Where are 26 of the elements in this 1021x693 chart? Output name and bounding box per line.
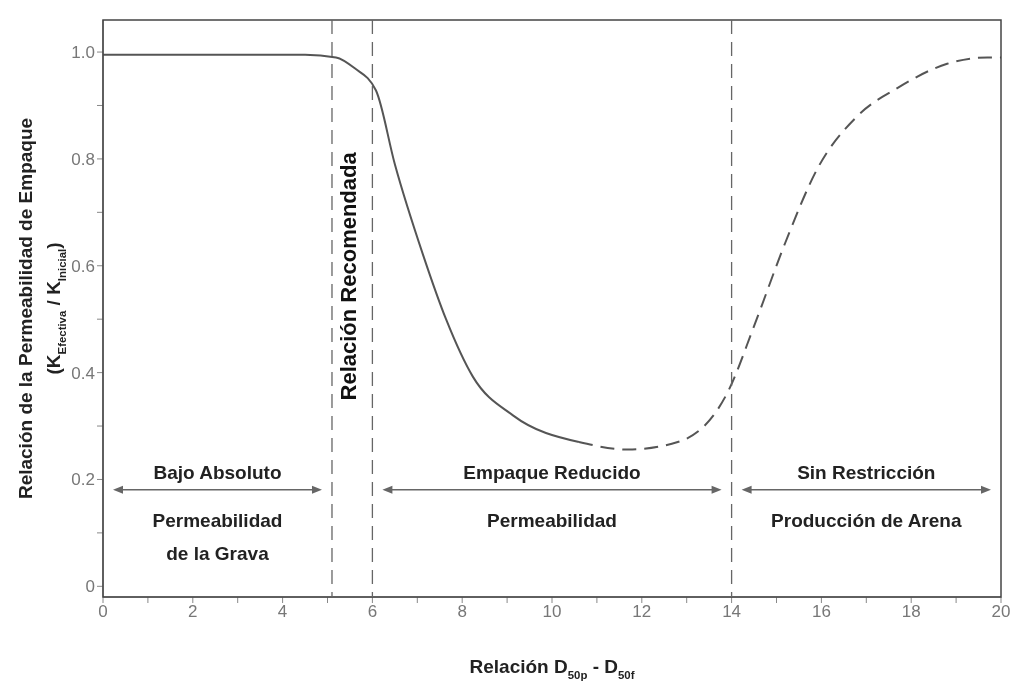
- annotation: Empaque Reducido: [463, 462, 641, 484]
- x-tick-label: 10: [542, 602, 562, 622]
- x-tick-label: 0: [98, 602, 108, 622]
- x-axis-title: Relación D$_{50p}$ - D$_{50f}$: [469, 656, 635, 681]
- ref-line-label: Relación Recomendada: [335, 151, 361, 401]
- x-tick-label: 8: [457, 602, 467, 622]
- annotation: Producción de Arena: [771, 510, 962, 532]
- annotation: de la Grava: [166, 542, 270, 564]
- x-tick-label: 2: [188, 602, 198, 622]
- x-tick-label: 20: [991, 602, 1011, 622]
- x-tick-label: 12: [632, 602, 652, 622]
- y-tick-label: 0: [85, 577, 95, 597]
- annotation: Permeabilidad: [152, 510, 283, 532]
- y-tick-label: 0.8: [71, 149, 95, 169]
- x-tick-label: 14: [722, 602, 742, 622]
- y-tick-label: 0.6: [71, 256, 95, 276]
- x-tick-label: 4: [277, 602, 288, 622]
- annotation: Bajo Absoluto: [153, 462, 282, 484]
- annotation: Sin Restricción: [797, 462, 936, 484]
- annotation: Permeabilidad: [487, 510, 617, 532]
- x-tick-label: 18: [901, 602, 921, 622]
- x-tick-label: 6: [367, 602, 378, 622]
- y-tick-label: 0.2: [71, 470, 95, 490]
- y-tick-label: 1.0: [71, 43, 95, 63]
- x-tick-label: 16: [811, 602, 831, 622]
- y-tick-label: 0.4: [71, 363, 95, 383]
